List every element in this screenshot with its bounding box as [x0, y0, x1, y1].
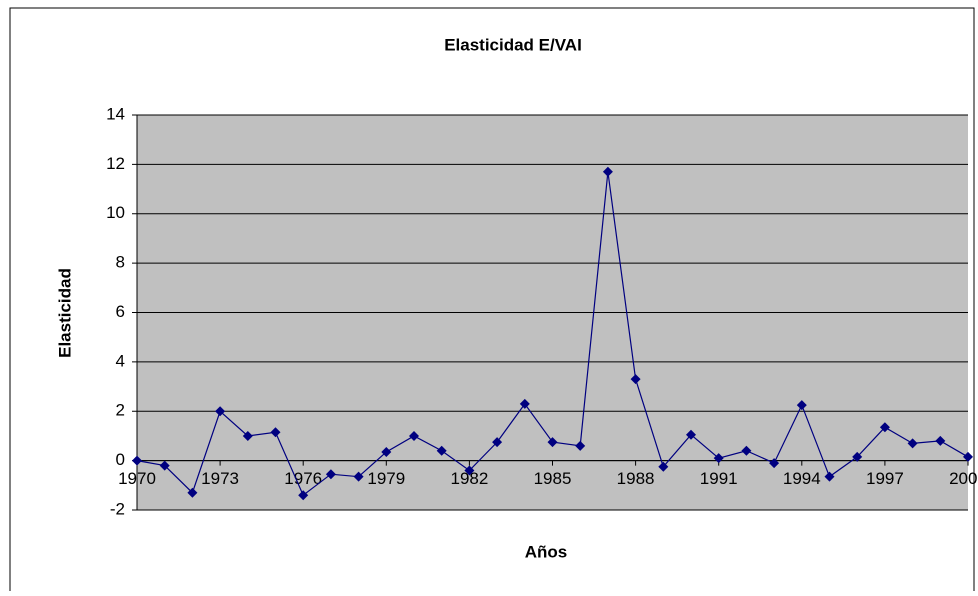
- x-tick-label: 1982: [450, 469, 488, 488]
- data-point: [852, 451, 863, 462]
- data-point: [907, 438, 918, 449]
- y-tick-label: 8: [116, 253, 125, 272]
- data-point: [298, 490, 309, 501]
- data-point: [242, 430, 253, 441]
- data-point: [409, 430, 419, 441]
- data-point: [492, 437, 503, 448]
- data-point: [602, 166, 613, 177]
- data-point: [879, 422, 890, 433]
- x-tick-label: 1979: [367, 469, 405, 488]
- data-point: [686, 429, 696, 440]
- x-tick-label: 2000: [949, 469, 978, 488]
- chart-title: Elasticidad E/VAI: [444, 35, 582, 54]
- x-tick-label: 1973: [201, 469, 239, 488]
- y-axis-label: Elasticidad: [55, 268, 74, 358]
- x-tick-label: 1994: [783, 469, 821, 488]
- data-point: [381, 446, 392, 457]
- y-tick-label: 0: [116, 450, 125, 469]
- data-point: [963, 451, 973, 462]
- data-point: [353, 471, 364, 482]
- y-tick-label: 4: [116, 351, 125, 370]
- y-tick-label: 10: [106, 203, 125, 222]
- x-tick-label: 1991: [700, 469, 738, 488]
- y-tick-label: 6: [116, 302, 125, 321]
- x-axis-label: Años: [525, 542, 568, 561]
- data-point: [935, 435, 946, 446]
- data-point: [325, 469, 336, 480]
- y-tick-label: 12: [106, 154, 125, 173]
- x-tick-label: 1985: [534, 469, 572, 488]
- data-point: [132, 455, 142, 466]
- data-point: [547, 437, 558, 448]
- data-point: [630, 374, 641, 385]
- data-point: [187, 487, 198, 498]
- data-point: [575, 440, 586, 451]
- x-tick-label: 1988: [617, 469, 655, 488]
- data-point: [658, 461, 669, 472]
- data-point: [270, 427, 281, 438]
- data-point: [796, 400, 807, 411]
- data-point: [824, 471, 835, 482]
- x-tick-label: 1997: [866, 469, 904, 488]
- y-tick-label: -2: [110, 499, 125, 518]
- data-point: [215, 406, 226, 417]
- data-point: [159, 460, 170, 471]
- data-point: [769, 458, 780, 469]
- data-point: [436, 445, 447, 456]
- x-tick-label: 1970: [118, 469, 156, 488]
- data-point: [713, 453, 724, 464]
- y-tick-label: 14: [106, 104, 125, 123]
- y-tick-label: 2: [116, 401, 125, 420]
- data-point: [741, 445, 752, 456]
- data-point: [464, 465, 475, 476]
- data-point: [519, 398, 530, 409]
